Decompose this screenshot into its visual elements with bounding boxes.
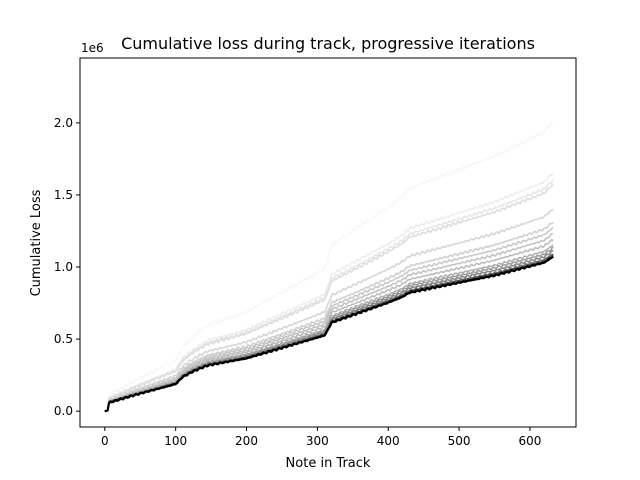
x-tick-label: 0 [101, 434, 109, 448]
x-tick-label: 300 [306, 434, 329, 448]
x-tick-label: 600 [518, 434, 541, 448]
series-line-16 [104, 256, 554, 413]
y-tick-label: 0.0 [54, 404, 73, 418]
x-tick-label: 100 [164, 434, 187, 448]
series-line-9 [104, 239, 554, 412]
x-tick-label: 200 [235, 434, 258, 448]
y-axis-label: Cumulative Loss [29, 189, 44, 296]
y-tick-label: 2.0 [54, 116, 73, 130]
series-line-4 [104, 183, 554, 412]
x-tick-label: 400 [377, 434, 400, 448]
series-line-1 [104, 120, 554, 412]
x-tick-label: 500 [448, 434, 471, 448]
y-axis-ticks: 0.0 0.5 1.0 1.5 2.0 [54, 116, 80, 418]
series-line-5 [104, 209, 554, 412]
x-axis-label: Note in Track [286, 456, 371, 471]
y-tick-label: 1.0 [54, 260, 73, 274]
y-tick-label: 1.5 [54, 188, 73, 202]
series-line-6 [104, 222, 554, 412]
series-layer [104, 120, 554, 413]
y-tick-label: 0.5 [54, 332, 73, 346]
plot-frame [79, 57, 577, 428]
series-line-2 [104, 173, 554, 412]
y-offset-label: 1e6 [81, 41, 104, 55]
chart-title: Cumulative loss during track, progressiv… [121, 34, 535, 53]
x-axis-ticks: 0 100 200 300 400 500 600 [101, 427, 541, 448]
